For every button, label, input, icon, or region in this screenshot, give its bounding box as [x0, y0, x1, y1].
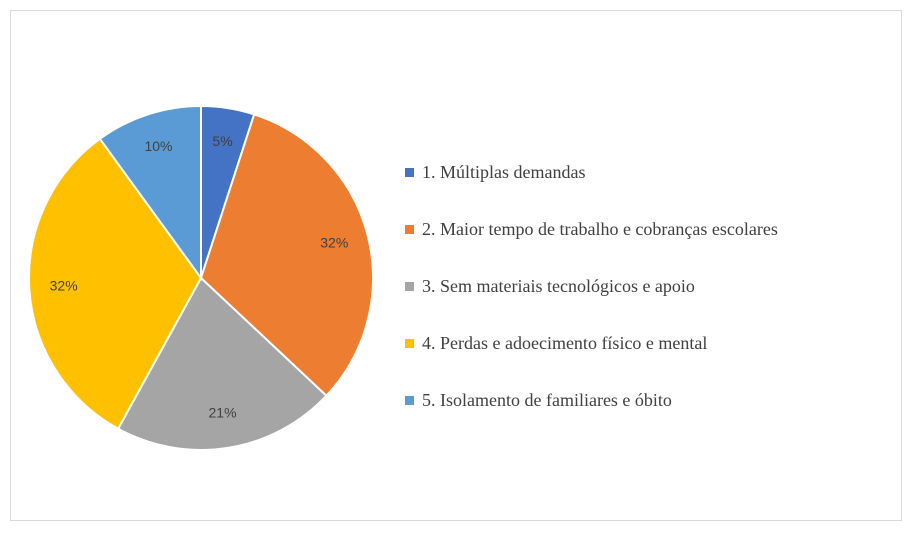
legend-item: 1. Múltiplas demandas	[405, 144, 778, 201]
data-label: 32%	[50, 277, 78, 293]
data-label: 32%	[320, 234, 348, 250]
pie-slice	[199, 113, 374, 398]
legend-swatch	[405, 225, 414, 234]
legend-label: 2. Maior tempo de trabalho e cobranças e…	[422, 219, 778, 239]
legend-label: 4. Perdas e adoecimento físico e mental	[422, 333, 708, 353]
legend-item: 5. Isolamento de familiares e óbito	[405, 372, 778, 429]
data-label: 10%	[144, 138, 172, 154]
pie-chart: 5% 32% 21% 32% 10%	[28, 104, 374, 451]
chart-area: 5% 32% 21% 32% 10% 1. Múltiplas demandas 2. …	[10, 10, 902, 521]
legend: 1. Múltiplas demandas 2. Maior tempo de …	[405, 144, 778, 429]
legend-label: 5. Isolamento de familiares e óbito	[422, 390, 672, 410]
legend-item: 4. Perdas e adoecimento físico e mental	[405, 315, 778, 372]
legend-swatch	[405, 396, 414, 405]
legend-swatch	[405, 168, 414, 177]
legend-label: 1. Múltiplas demandas	[422, 162, 586, 182]
legend-item: 3. Sem materiais tecnológicos e apoio	[405, 258, 778, 315]
data-label: 21%	[209, 405, 237, 421]
data-label: 5%	[212, 133, 232, 149]
pie-slice	[28, 137, 203, 431]
legend-swatch	[405, 339, 414, 348]
legend-swatch	[405, 282, 414, 291]
legend-item: 2. Maior tempo de trabalho e cobranças e…	[405, 201, 778, 258]
pie-slice	[116, 276, 328, 451]
pie-slice	[98, 104, 202, 282]
legend-label: 3. Sem materiais tecnológicos e apoio	[422, 276, 695, 296]
